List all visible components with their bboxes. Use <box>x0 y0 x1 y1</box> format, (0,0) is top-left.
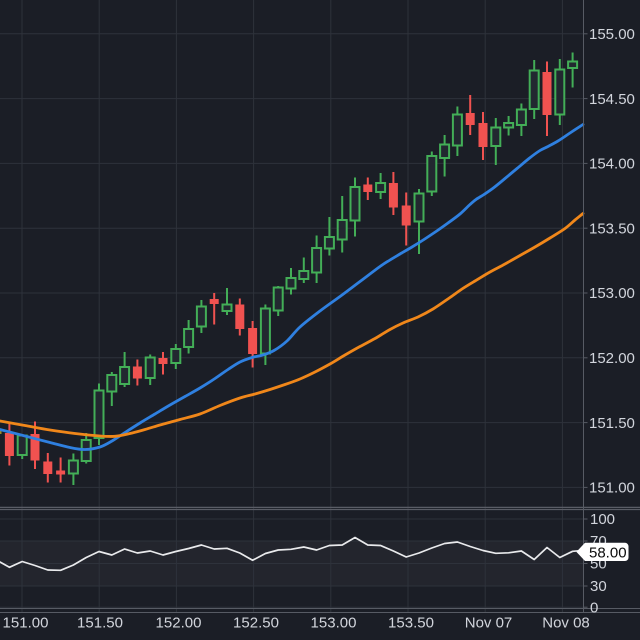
svg-text:30: 30 <box>590 578 607 595</box>
svg-text:152.50: 152.50 <box>233 615 279 632</box>
svg-text:153.50: 153.50 <box>388 615 434 632</box>
svg-text:154.00: 154.00 <box>589 156 635 173</box>
svg-text:151.50: 151.50 <box>77 615 123 632</box>
svg-text:155.00: 155.00 <box>589 26 635 43</box>
svg-text:0: 0 <box>590 599 598 616</box>
svg-text:153.50: 153.50 <box>589 220 635 237</box>
svg-text:151.50: 151.50 <box>589 415 635 432</box>
svg-text:100: 100 <box>590 511 615 528</box>
svg-text:152.00: 152.00 <box>156 615 202 632</box>
svg-text:154.50: 154.50 <box>589 91 635 108</box>
svg-text:153.00: 153.00 <box>589 285 635 302</box>
svg-text:58.00: 58.00 <box>589 544 627 561</box>
svg-text:151.00: 151.00 <box>3 615 49 632</box>
svg-text:151.00: 151.00 <box>589 480 635 497</box>
svg-text:152.00: 152.00 <box>589 350 635 367</box>
svg-text:Nov 07: Nov 07 <box>465 615 513 632</box>
svg-text:153.00: 153.00 <box>311 615 357 632</box>
svg-text:Nov 08: Nov 08 <box>542 615 590 632</box>
